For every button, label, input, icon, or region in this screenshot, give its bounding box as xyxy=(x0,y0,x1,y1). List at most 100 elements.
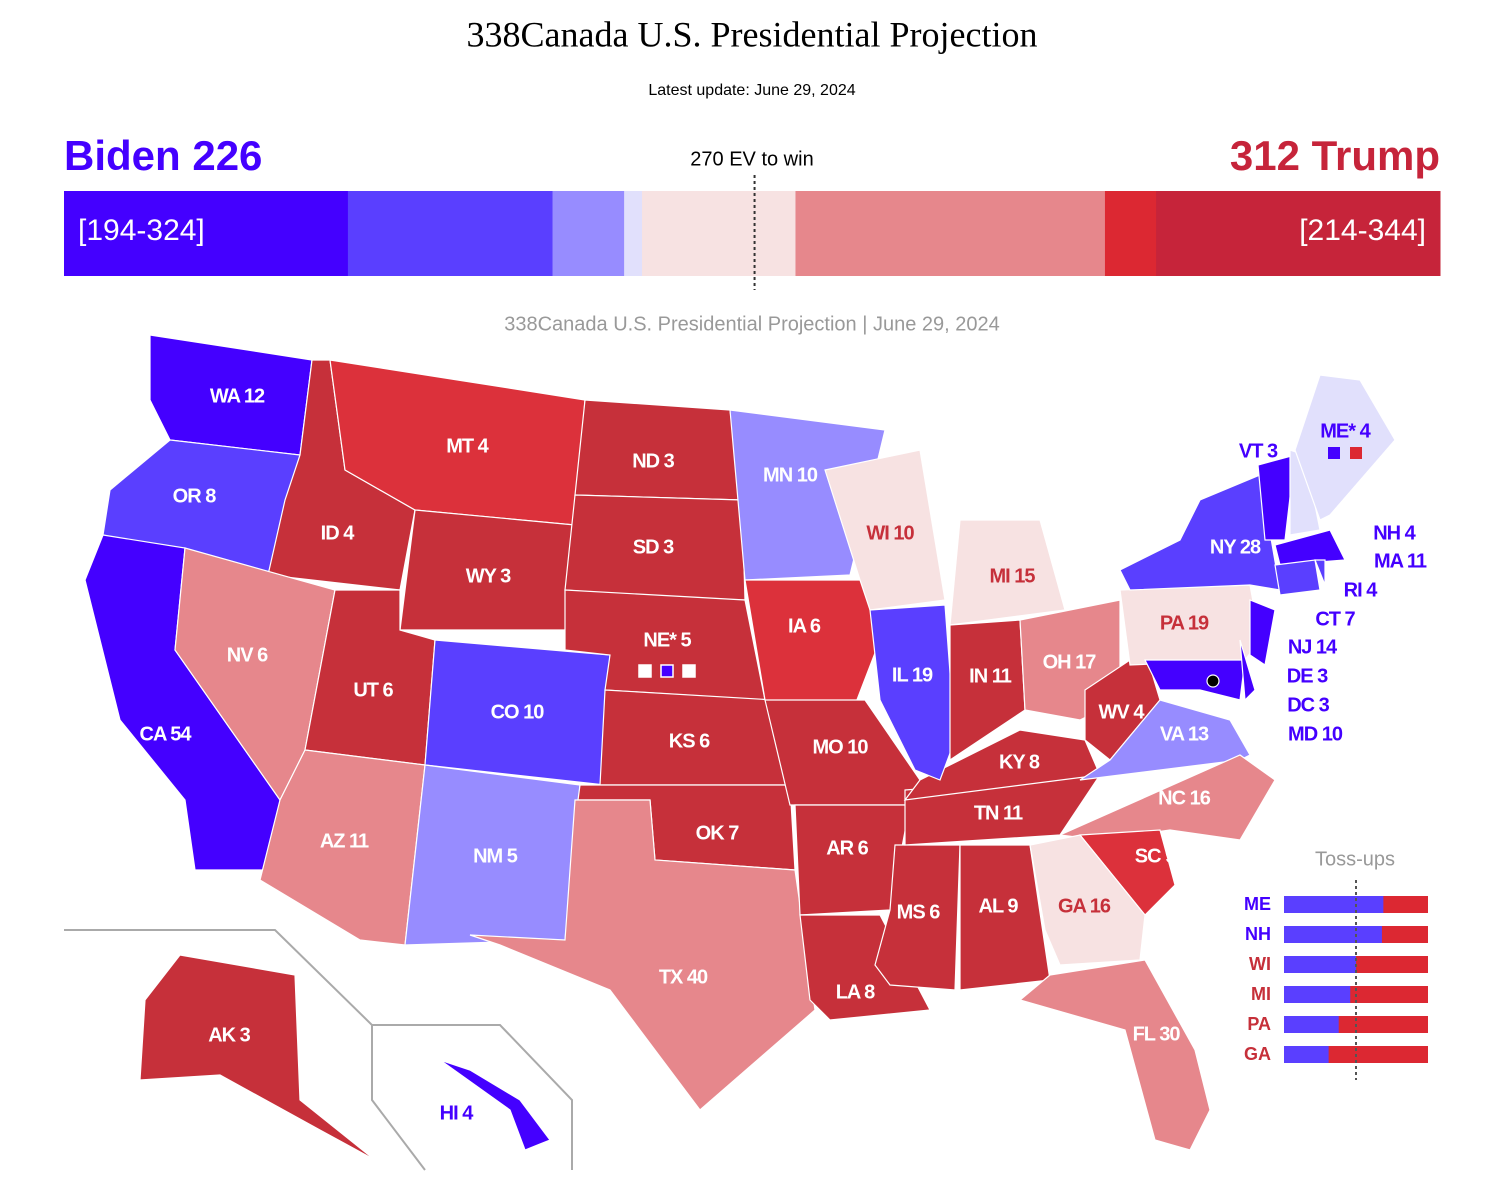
tossup-biden xyxy=(1284,956,1356,973)
state-label: IL 19 xyxy=(892,664,933,686)
state-label: WY 3 xyxy=(466,565,511,587)
state-label: IN 11 xyxy=(969,665,1012,687)
state-label: SC 9 xyxy=(1135,845,1176,867)
state-label: VT 3 xyxy=(1239,440,1278,462)
me-district xyxy=(1328,447,1340,459)
state-label: AL 9 xyxy=(979,895,1019,917)
state-label: FL 30 xyxy=(1133,1023,1181,1045)
state xyxy=(1144,659,1246,701)
state-label: CO 10 xyxy=(491,701,545,723)
state-label: NY 28 xyxy=(1210,536,1261,558)
me-district xyxy=(1350,447,1362,459)
state xyxy=(799,914,931,1021)
state-label: NE* 5 xyxy=(643,629,691,651)
state xyxy=(1274,559,1321,596)
tossup-biden xyxy=(1284,1046,1329,1063)
trump-range: [214-344] xyxy=(1299,214,1426,247)
state-label: AK 3 xyxy=(208,1024,250,1046)
state xyxy=(824,449,946,611)
ev-segment xyxy=(795,191,1106,276)
dc-marker xyxy=(1206,674,1220,688)
state-label: KS 6 xyxy=(669,730,710,752)
state-label: ID 4 xyxy=(321,522,356,544)
insets xyxy=(64,929,573,1171)
state-label: TN 11 xyxy=(974,802,1023,824)
ev-bar xyxy=(64,175,1441,290)
tossup-biden xyxy=(1284,986,1351,1003)
state xyxy=(744,579,881,706)
ev-segment xyxy=(642,191,796,276)
ev-segment xyxy=(624,191,643,276)
state-label: HI 4 xyxy=(440,1102,475,1124)
state xyxy=(903,729,1101,801)
state-label: ME* 4 xyxy=(1320,420,1371,442)
ev-segment xyxy=(552,191,625,276)
state xyxy=(1274,529,1346,566)
tossup-state: GA xyxy=(1244,1044,1271,1064)
state-label: ND 3 xyxy=(632,450,674,472)
tossup-state: WI xyxy=(1249,954,1271,974)
state-label: SD 3 xyxy=(633,536,674,558)
state-label: NJ 14 xyxy=(1288,636,1338,658)
tossup-biden xyxy=(1284,926,1382,943)
state-label: CT 7 xyxy=(1315,608,1355,630)
state-label: WI 10 xyxy=(866,522,914,544)
tossup-state: PA xyxy=(1247,1014,1271,1034)
ev-segment xyxy=(1104,191,1157,276)
state-label: OK 7 xyxy=(696,822,740,844)
state-label: PA 19 xyxy=(1160,612,1209,634)
state-label: RI 4 xyxy=(1344,579,1379,601)
biden-range: [194-324] xyxy=(78,214,205,247)
map xyxy=(84,334,1396,1161)
state-label: MS 6 xyxy=(897,901,941,923)
state-labels: WA 12 OR 8 CA 54 ID 4 NV 6 MT 4 WY 3 UT 6 AZ 11 C… xyxy=(140,385,1428,1124)
state-label: KY 8 xyxy=(999,751,1040,773)
hawaii-inset-border xyxy=(372,1024,573,1170)
biden-total: Biden 226 xyxy=(64,132,262,179)
subtitle: Latest update: June 29, 2024 xyxy=(648,82,855,99)
tossup-panel: ME NH WI MI PA GA xyxy=(1244,880,1428,1080)
tossup-state: MI xyxy=(1251,984,1271,1004)
title: 338Canada U.S. Presidential Projection xyxy=(467,14,1038,54)
state-label: LA 8 xyxy=(836,981,875,1003)
state-label: MO 10 xyxy=(812,736,868,758)
district-markers xyxy=(638,447,1362,678)
state xyxy=(1314,559,1326,586)
ne-district xyxy=(638,664,652,678)
ev-segment xyxy=(64,191,349,276)
state xyxy=(1018,959,1211,1151)
tossup-biden xyxy=(1284,896,1384,913)
tossup-state: NH xyxy=(1245,924,1271,944)
state xyxy=(1257,454,1296,541)
tossup-title: Toss-ups xyxy=(1315,848,1395,870)
state xyxy=(1294,374,1396,521)
ne-district xyxy=(660,664,674,678)
state-label: NC 16 xyxy=(1158,787,1211,809)
ev-segment xyxy=(347,191,554,276)
state-label: MT 4 xyxy=(446,435,489,457)
state-label: GA 16 xyxy=(1058,895,1111,917)
state-label: MI 15 xyxy=(989,565,1035,587)
state xyxy=(1239,639,1256,702)
state-label: MA 11 xyxy=(1374,550,1427,572)
state xyxy=(1119,474,1281,591)
tossup-biden xyxy=(1284,1016,1339,1033)
state-label: NH 4 xyxy=(1373,522,1416,544)
state-label: NV 6 xyxy=(227,644,268,666)
state xyxy=(469,799,816,1111)
state-label: NM 5 xyxy=(473,845,518,867)
state-label: DC 3 xyxy=(1287,694,1329,716)
ev-segment xyxy=(1156,191,1441,276)
map-source: 338Canada U.S. Presidential Projection |… xyxy=(504,313,1000,335)
state-label: VA 13 xyxy=(1160,723,1209,745)
threshold-label: 270 EV to win xyxy=(690,148,813,170)
state xyxy=(1029,834,1146,966)
state xyxy=(139,954,376,1161)
state-label: AZ 11 xyxy=(320,830,369,852)
state-label: AR 6 xyxy=(826,837,868,859)
state-label: MN 10 xyxy=(763,464,818,486)
state xyxy=(869,604,956,781)
state-label: DE 3 xyxy=(1287,665,1328,687)
state-label: CA 54 xyxy=(140,723,193,745)
